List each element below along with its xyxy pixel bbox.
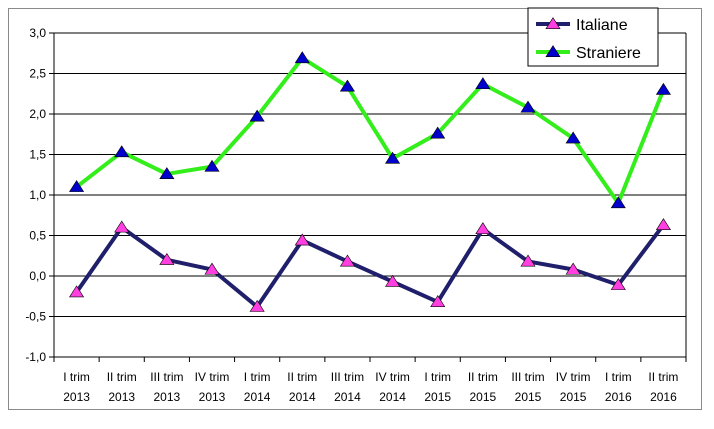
data-point	[475, 222, 491, 235]
series-line	[75, 56, 666, 206]
series-layer	[69, 51, 671, 312]
data-point	[249, 109, 265, 122]
data-point	[610, 278, 626, 290]
x-tick-label-quarter: II trim	[468, 370, 498, 384]
data-point	[565, 262, 581, 275]
x-axis-tick-labels: I trim 2013 II trim 2013 III trim 2013 IV trim…	[63, 370, 678, 404]
y-tick-label: 1,5	[29, 148, 46, 162]
x-tick-label-year: 2015	[470, 390, 497, 404]
x-tick-label-year: 2014	[334, 390, 361, 404]
y-tick-label: -0,5	[25, 310, 46, 324]
legend-item: Straniere	[536, 45, 641, 62]
series-italiane	[69, 218, 671, 312]
data-point	[610, 196, 626, 209]
gridlines	[54, 32, 686, 358]
y-tick-label: 0,5	[29, 229, 46, 243]
x-tick-label-year: 2013	[63, 390, 90, 404]
x-tick-label-quarter: IV trim	[375, 370, 410, 384]
x-tick-label-year: 2013	[154, 390, 181, 404]
legend: Italiane Straniere	[527, 7, 659, 67]
x-tick-label-quarter: III trim	[331, 370, 364, 384]
legend-item: Italiane	[536, 17, 628, 34]
data-point	[294, 51, 310, 64]
y-tick-label: 3,0	[29, 26, 46, 40]
data-point	[114, 220, 130, 233]
data-point	[249, 299, 265, 312]
series-line	[74, 223, 666, 309]
x-tick-label-quarter: IV trim	[556, 370, 591, 384]
data-point	[339, 79, 355, 92]
data-point	[69, 180, 85, 192]
data-point	[655, 82, 671, 95]
data-point	[204, 159, 220, 172]
x-tick-label-quarter: I trim	[605, 370, 632, 384]
x-tick-label-year: 2015	[560, 390, 587, 404]
data-point	[655, 218, 671, 230]
y-axis-tick-labels: 3,0 2,5 2,0 1,5 1,0 0,5 0,0 -0,5 -1,0	[25, 26, 46, 364]
x-tick-label-year: 2016	[650, 390, 677, 404]
x-tick-label-year: 2015	[424, 390, 451, 404]
x-tick-label-quarter: I trim	[244, 370, 271, 384]
x-tick-label-year: 2013	[199, 390, 226, 404]
x-tick-label-quarter: I trim	[424, 370, 451, 384]
data-point	[159, 252, 175, 265]
data-point	[385, 151, 401, 164]
legend-marker	[545, 45, 561, 58]
data-point	[430, 126, 446, 139]
data-point	[204, 262, 220, 275]
y-tick-label: 2,5	[29, 67, 46, 81]
y-tick-label: 2,0	[29, 107, 46, 121]
x-tick-label-quarter: III trim	[511, 370, 544, 384]
y-tick-label: -1,0	[25, 350, 46, 364]
x-tick-label-quarter: III trim	[150, 370, 183, 384]
x-tick-label-quarter: II trim	[107, 370, 137, 384]
data-point	[114, 145, 130, 158]
x-tick-label-quarter: II trim	[287, 370, 317, 384]
series-straniere	[69, 51, 671, 209]
data-point	[159, 167, 175, 179]
data-point	[520, 254, 536, 267]
x-tick-label-quarter: IV trim	[195, 370, 230, 384]
x-tick-label-quarter: II trim	[648, 370, 678, 384]
data-point	[520, 100, 536, 113]
chart-frame	[8, 8, 702, 410]
data-point	[294, 233, 310, 246]
x-tick-label-year: 2014	[244, 390, 271, 404]
legend-label: Straniere	[576, 45, 641, 62]
data-point	[475, 77, 491, 90]
data-point	[339, 254, 355, 267]
x-tick-label-year: 2013	[108, 390, 135, 404]
x-tick-label-year: 2015	[515, 390, 542, 404]
data-point	[430, 295, 446, 307]
x-tick-label-year: 2014	[379, 390, 406, 404]
data-point	[385, 274, 401, 287]
legend-label: Italiane	[576, 17, 628, 34]
x-tick-label-year: 2014	[289, 390, 316, 404]
x-tick-label-year: 2016	[605, 390, 632, 404]
y-tick-label: 1,0	[29, 188, 46, 202]
data-point	[69, 285, 85, 298]
axes	[49, 32, 687, 362]
y-tick-label: 0,0	[29, 269, 46, 283]
legend-marker	[545, 17, 561, 30]
x-tick-label-quarter: I trim	[63, 370, 90, 384]
data-point	[565, 131, 581, 144]
